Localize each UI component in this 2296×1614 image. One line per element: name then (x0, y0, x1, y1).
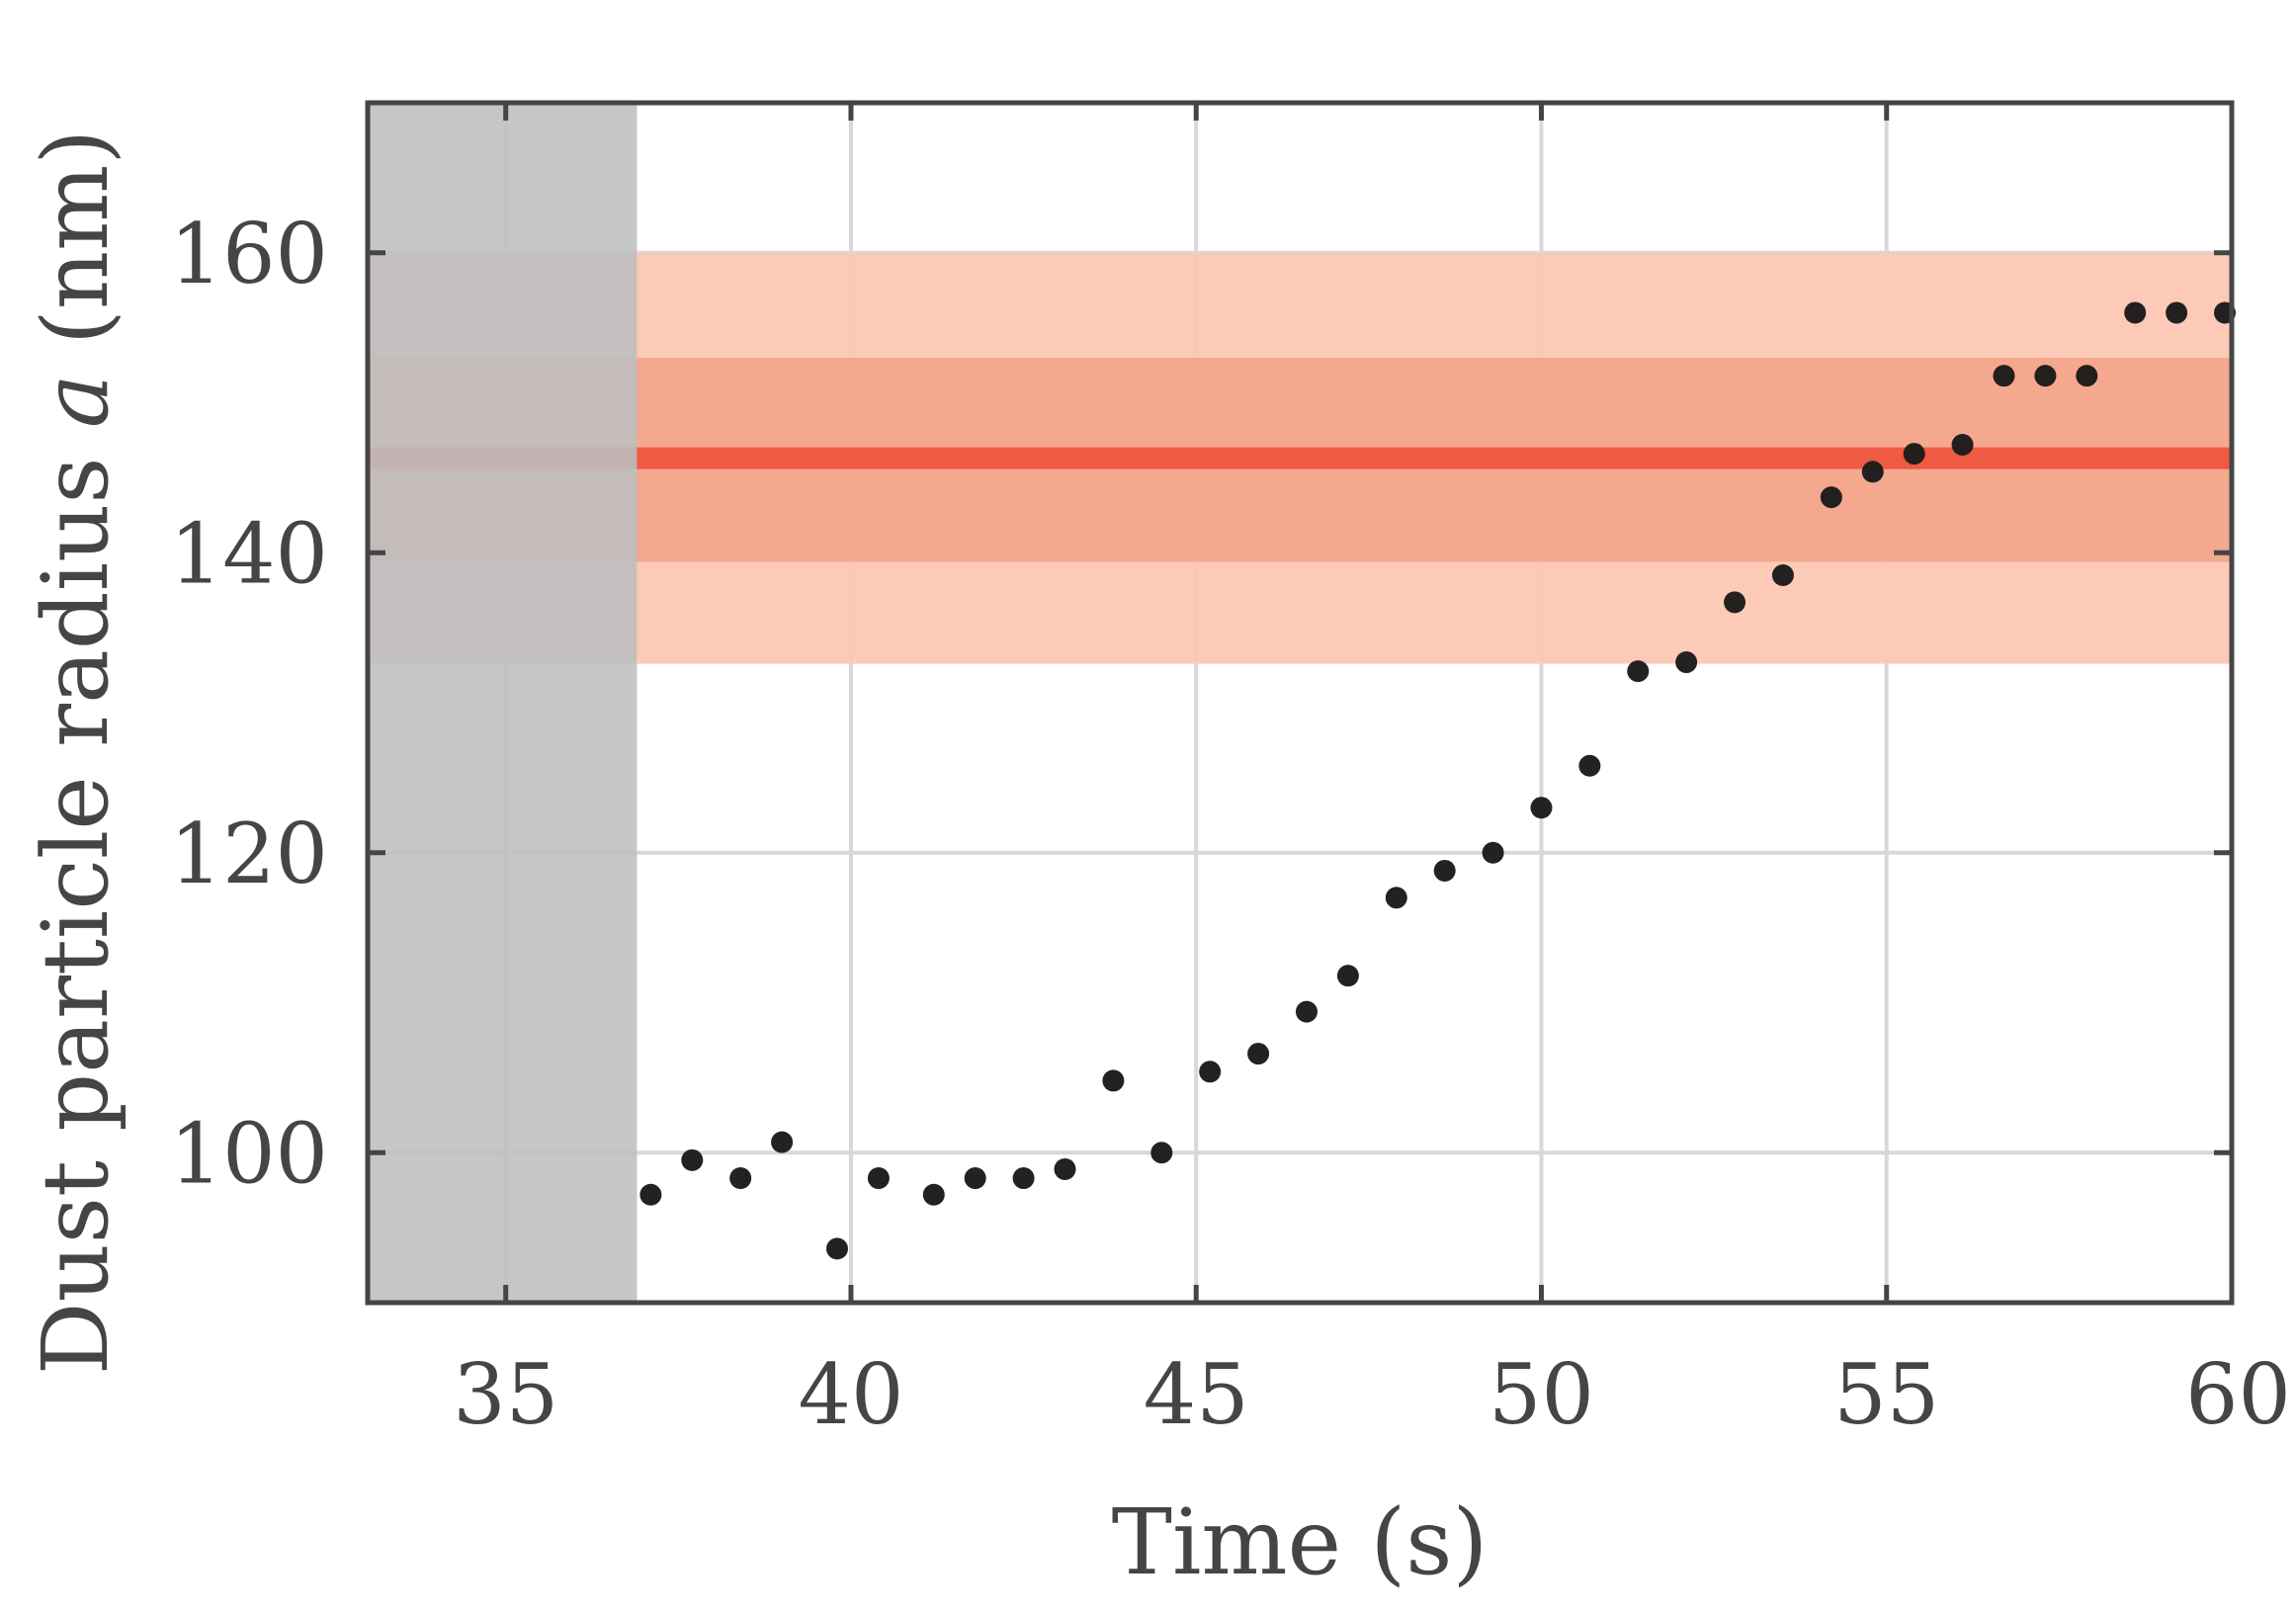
data-point (1530, 797, 1553, 819)
data-point (1102, 1069, 1125, 1092)
data-point (771, 1131, 794, 1153)
data-point (1433, 859, 1456, 882)
data-point (1199, 1061, 1222, 1083)
y-axis-title: Dust particle radius a (nm) (23, 129, 128, 1375)
data-point (729, 1167, 752, 1190)
data-point (1861, 461, 1884, 483)
data-point (1295, 1000, 1318, 1023)
data-point (1247, 1043, 1270, 1065)
data-point (1993, 365, 2015, 387)
x-tick-label: 35 (453, 1346, 558, 1443)
y-tick-label: 160 (170, 206, 328, 302)
data-point (867, 1167, 890, 1190)
y-axis-title-variable: a (23, 374, 128, 428)
y-axis-title-part-2: (nm) (23, 129, 128, 375)
axes: 35 40 45 50 55 60 100 120 140 160 (170, 100, 2291, 1443)
x-axis-title: Time (s) (1112, 1489, 1488, 1595)
data-point (1012, 1167, 1035, 1190)
y-axis-title-part-1: Dust particle radius (23, 428, 128, 1375)
data-point (1627, 660, 1650, 683)
data-point (2166, 301, 2188, 324)
data-point (1903, 443, 1925, 466)
data-point (825, 1237, 848, 1260)
data-point (1951, 433, 1974, 456)
data-point (1385, 887, 1407, 909)
data-point (1578, 754, 1601, 777)
data-point (1150, 1142, 1173, 1164)
x-tick-label: 40 (799, 1346, 904, 1443)
data-point (2034, 365, 2057, 387)
data-point (964, 1167, 986, 1190)
data-point (2124, 301, 2147, 324)
data-point (1771, 564, 1794, 587)
x-tick-label: 55 (1833, 1346, 1939, 1443)
reference-bands (368, 103, 2232, 1303)
data-point (639, 1183, 662, 1206)
y-tick-label: 100 (170, 1105, 328, 1202)
data-point (1336, 965, 1359, 987)
shaded-time-interval (368, 103, 638, 1303)
y-tick-label: 120 (170, 806, 328, 902)
y-tick-label: 140 (170, 505, 328, 602)
data-point (922, 1183, 945, 1206)
data-point (1820, 486, 1842, 509)
data-point (1724, 591, 1746, 614)
data-point (1675, 651, 1698, 674)
data-point (1054, 1157, 1076, 1180)
plot-frame (365, 100, 2235, 1306)
data-point (681, 1148, 704, 1171)
x-tick-label: 60 (2185, 1346, 2291, 1443)
data-point (1482, 841, 1504, 864)
x-tick-label: 45 (1144, 1346, 1249, 1443)
data-point (2076, 365, 2098, 387)
x-tick-label: 50 (1488, 1346, 1594, 1443)
